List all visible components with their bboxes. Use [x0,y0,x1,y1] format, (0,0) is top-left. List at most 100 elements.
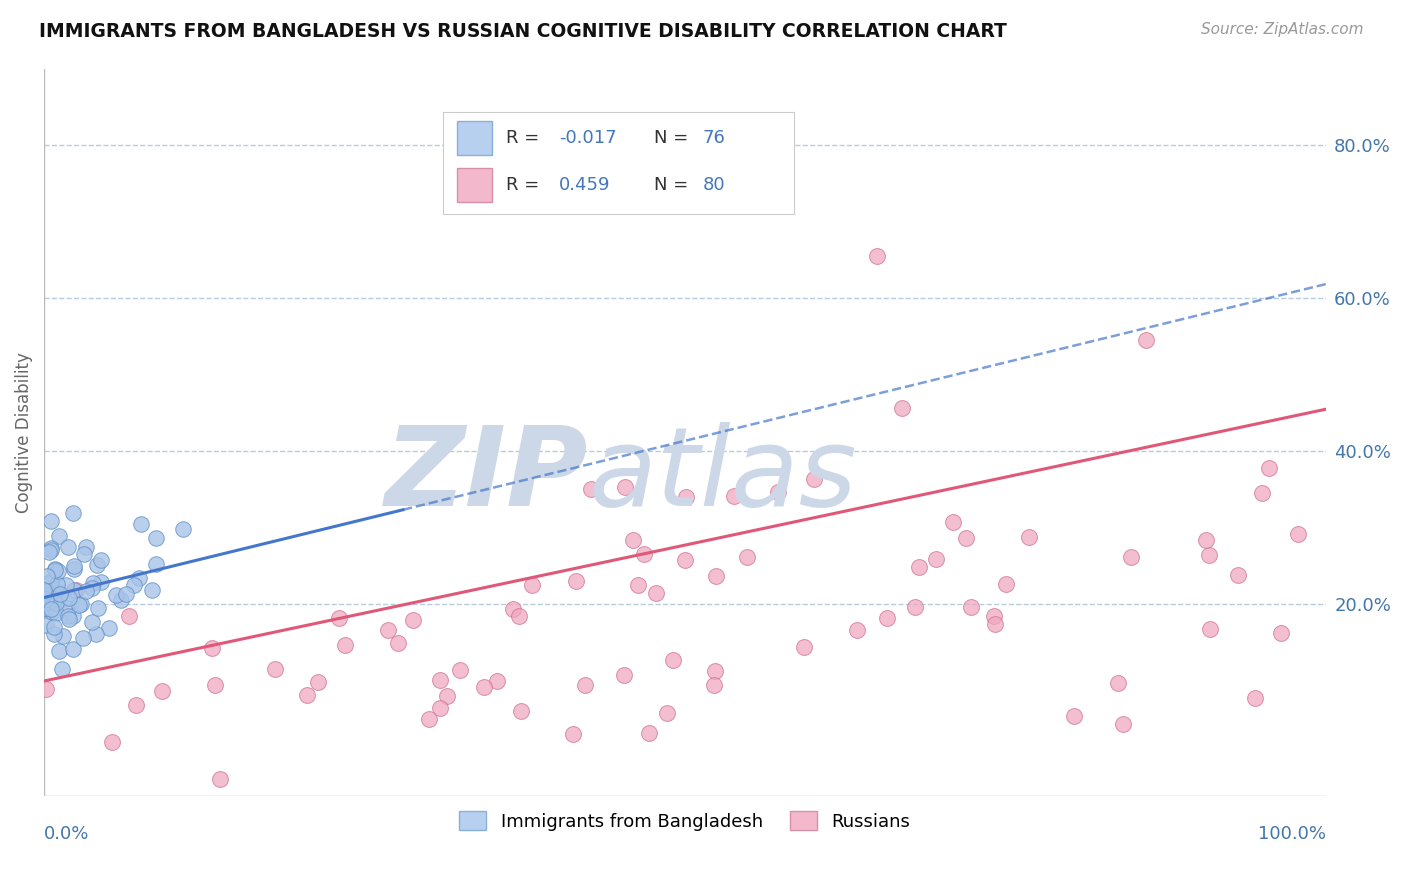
Point [39,543,62,558]
Point [41,605,63,619]
Point [429,701,451,715]
Point [44,583,66,598]
Point [62,641,84,656]
Point [866,249,889,263]
Point [908,560,931,574]
Point [793,640,815,655]
Point [172,522,194,536]
Point [328,611,350,625]
Point [1018,530,1040,544]
Point [704,664,727,678]
Point [723,489,745,503]
Point [97,621,120,635]
Point [34,586,56,600]
Point [1226,568,1249,582]
Point [1111,717,1133,731]
Point [35,601,58,615]
Point [474,680,496,694]
Point [70,598,93,612]
Text: N =: N = [654,128,693,146]
Point [645,585,668,599]
Point [87,600,110,615]
Point [101,734,124,748]
Point [42,627,65,641]
Point [1286,527,1309,541]
Text: N =: N = [654,176,693,194]
Point [633,547,655,561]
Point [201,641,224,656]
Point [62,609,84,624]
Point [48,644,70,658]
Point [39,602,62,616]
Point [510,704,533,718]
Text: R =: R = [506,176,546,194]
Point [1257,461,1279,475]
Bar [457,120,492,154]
Point [46,564,69,578]
Point [39,576,62,591]
Point [942,516,965,530]
Point [904,599,927,614]
Point [418,712,440,726]
Point [141,583,163,598]
Point [703,678,725,692]
Point [55,578,77,592]
Point [67,598,90,612]
Point [44,620,66,634]
Point [117,609,139,624]
Point [56,609,79,624]
Point [1250,486,1272,500]
Point [145,557,167,571]
Point [39,541,62,556]
Point [52,592,75,607]
Bar [457,168,492,202]
Point [58,591,80,605]
Point [295,688,318,702]
Point [335,638,357,652]
Point [925,551,948,566]
Point [704,569,727,583]
Point [48,528,70,542]
Point [1198,548,1220,562]
Point [574,678,596,692]
Point [44,563,66,577]
Point [90,575,112,590]
Point [125,698,148,713]
Point [803,472,825,486]
Point [129,517,152,532]
Point [983,609,1005,624]
Point [38,545,60,559]
Point [56,601,79,615]
Point [994,577,1017,591]
Point [766,484,789,499]
Point [37,577,59,591]
Point [208,772,231,787]
Point [579,482,602,496]
Point [34,591,56,606]
Point [1270,626,1292,640]
Point [35,681,58,696]
Point [1121,549,1143,564]
Point [35,618,58,632]
Point [1195,533,1218,547]
Point [86,558,108,572]
Point [387,635,409,649]
Point [638,726,661,740]
Point [1199,623,1222,637]
Point [82,575,104,590]
Point [49,587,72,601]
Point [37,595,59,609]
Point [264,662,287,676]
Point [80,615,103,629]
Text: R =: R = [506,128,546,146]
Point [80,581,103,595]
Point [481,192,503,206]
Point [58,612,80,626]
Point [34,588,56,602]
Legend: Immigrants from Bangladesh, Russians: Immigrants from Bangladesh, Russians [453,804,918,838]
Text: 76: 76 [703,128,725,146]
Text: ZIP: ZIP [385,422,589,529]
Point [45,587,67,601]
Point [45,607,67,621]
Point [145,531,167,545]
